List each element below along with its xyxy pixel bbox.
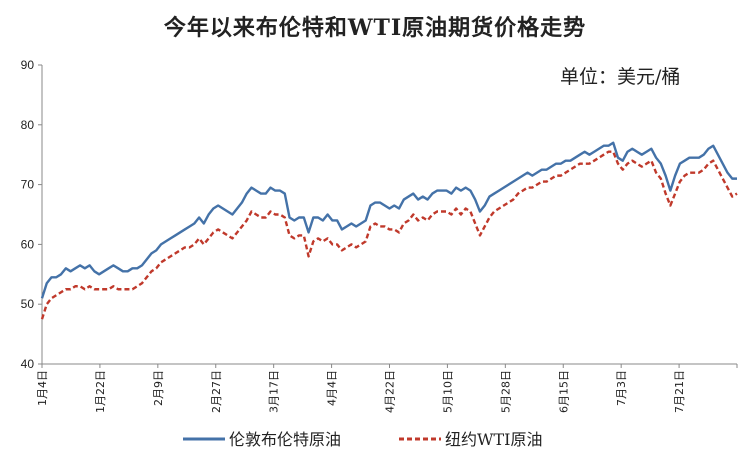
unit-label: 单位：美元/桶 bbox=[560, 66, 681, 88]
y-tick-label: 50 bbox=[21, 297, 35, 311]
x-tick-label: 1月22日 bbox=[94, 370, 107, 413]
x-tick-label: 5月10日 bbox=[441, 370, 454, 413]
y-tick-label: 80 bbox=[21, 118, 35, 132]
series-layer bbox=[40, 141, 738, 320]
x-axis-ticks: 1月4日 1月22日 2月9日 2月27日 3月17日 4月4日 4月22日 5月10日 5月2… bbox=[36, 364, 738, 413]
x-tick-label: 4月4日 bbox=[326, 370, 339, 406]
x-tick-label: 2月27日 bbox=[210, 370, 223, 413]
series-line-wti bbox=[40, 150, 738, 320]
legend-label-wti: 纽约WTI原油 bbox=[445, 430, 542, 449]
x-tick-label: 4月22日 bbox=[384, 370, 397, 413]
series-line-brent bbox=[40, 141, 737, 299]
axes bbox=[41, 65, 737, 365]
y-tick-label: 40 bbox=[21, 357, 35, 371]
y-tick-label: 90 bbox=[21, 58, 35, 72]
x-tick-label: 1月4日 bbox=[36, 370, 49, 406]
y-tick-label: 70 bbox=[21, 178, 35, 192]
x-tick-label: 6月15日 bbox=[557, 370, 570, 413]
y-tick-label: 60 bbox=[21, 237, 35, 251]
x-tick-label: 2月9日 bbox=[152, 370, 165, 406]
legend: 伦敦布伦特原油 纽约WTI原油 bbox=[183, 430, 542, 449]
legend-label-brent: 伦敦布伦特原油 bbox=[229, 430, 341, 449]
y-axis-ticks: 40 50 60 70 80 90 bbox=[21, 58, 42, 371]
x-tick-label: 7月3日 bbox=[615, 370, 628, 406]
x-tick-label: 5月28日 bbox=[499, 370, 512, 413]
x-tick-label: 7月21日 bbox=[673, 370, 686, 413]
x-tick-label: 3月17日 bbox=[268, 370, 281, 413]
chart-title: 今年以来布伦特和WTI原油期货价格走势 bbox=[163, 15, 587, 41]
